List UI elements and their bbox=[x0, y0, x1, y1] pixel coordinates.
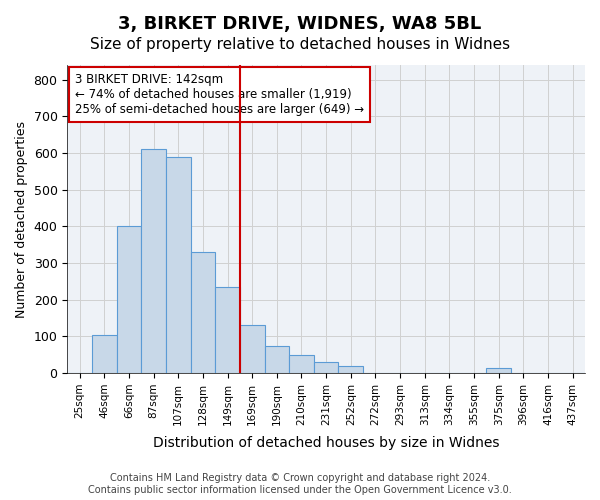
X-axis label: Distribution of detached houses by size in Widnes: Distribution of detached houses by size … bbox=[153, 436, 499, 450]
Bar bbox=[487, 368, 511, 373]
Text: 3, BIRKET DRIVE, WIDNES, WA8 5BL: 3, BIRKET DRIVE, WIDNES, WA8 5BL bbox=[118, 15, 482, 33]
Bar bbox=[338, 366, 363, 373]
Text: 3 BIRKET DRIVE: 142sqm
← 74% of detached houses are smaller (1,919)
25% of semi-: 3 BIRKET DRIVE: 142sqm ← 74% of detached… bbox=[75, 72, 364, 116]
Bar bbox=[116, 226, 141, 373]
Y-axis label: Number of detached properties: Number of detached properties bbox=[15, 120, 28, 318]
Bar bbox=[92, 334, 116, 373]
Bar bbox=[240, 326, 265, 373]
Bar bbox=[215, 287, 240, 373]
Text: Size of property relative to detached houses in Widnes: Size of property relative to detached ho… bbox=[90, 38, 510, 52]
Bar bbox=[289, 354, 314, 373]
Bar bbox=[191, 252, 215, 373]
Text: Contains HM Land Registry data © Crown copyright and database right 2024.
Contai: Contains HM Land Registry data © Crown c… bbox=[88, 474, 512, 495]
Bar bbox=[314, 362, 338, 373]
Bar bbox=[141, 150, 166, 373]
Bar bbox=[166, 156, 191, 373]
Bar bbox=[265, 346, 289, 373]
